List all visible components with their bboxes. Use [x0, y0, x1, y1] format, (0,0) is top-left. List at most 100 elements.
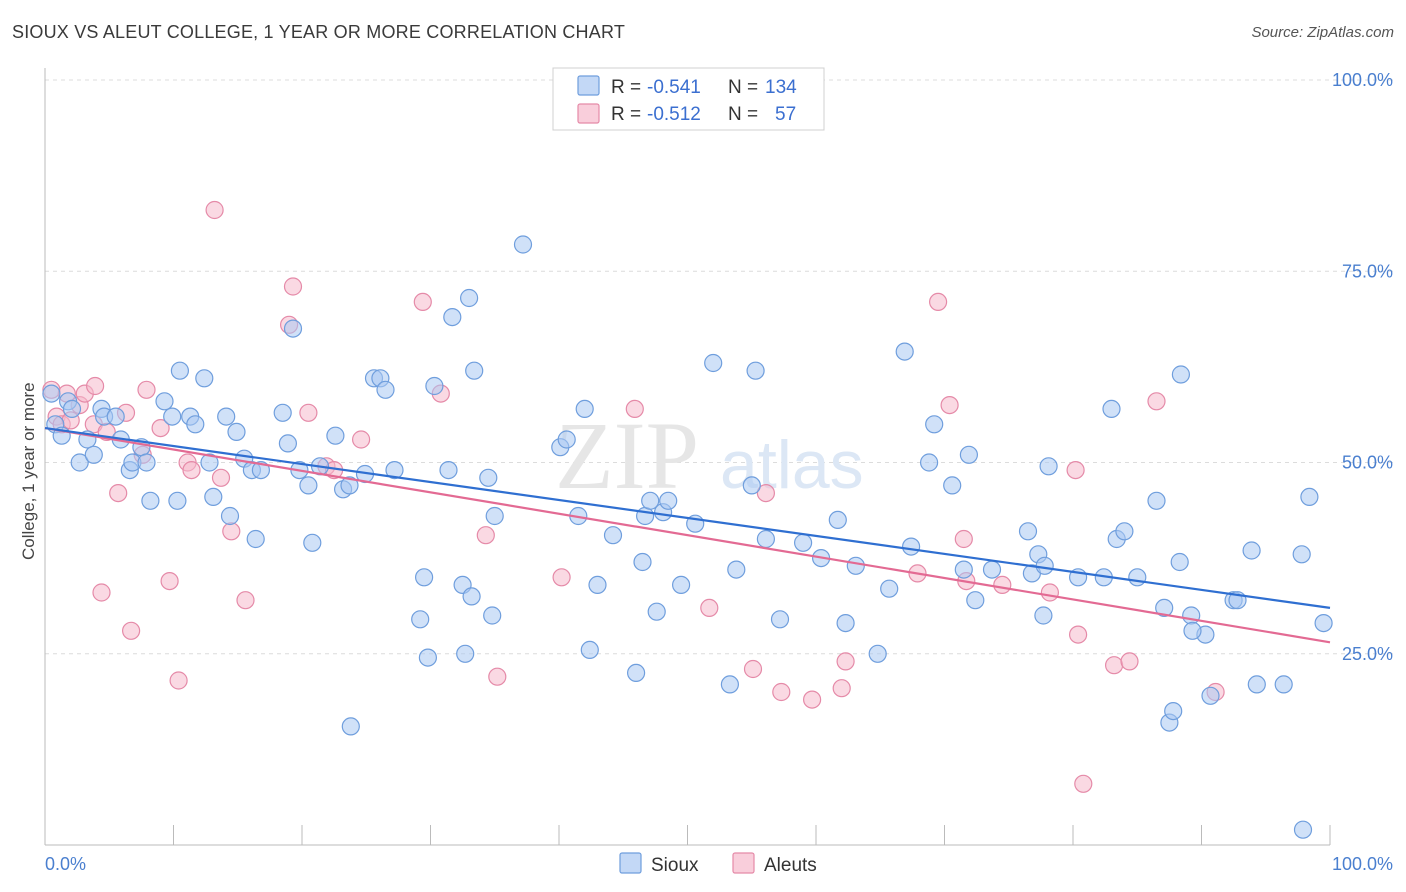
sioux-point: [70, 453, 89, 472]
x-tick-labels: 0.0% 100.0%: [45, 854, 1393, 874]
sioux-point: [1201, 686, 1220, 705]
sioux-point: [895, 342, 914, 361]
legend-label-sioux: Sioux: [651, 855, 699, 876]
sioux-point: [106, 407, 125, 426]
y-tick-label: 50.0%: [1342, 453, 1393, 473]
sioux-point: [84, 445, 103, 464]
aleuts-point: [832, 679, 851, 698]
aleuts-point: [160, 571, 179, 591]
sioux-point: [1147, 491, 1166, 510]
sioux-point: [756, 529, 776, 549]
sioux-point: [720, 675, 740, 694]
sioux-point: [1274, 675, 1293, 694]
legend-swatch-sioux: [577, 75, 600, 96]
aleuts-point: [1104, 656, 1124, 675]
x-tick-label: 0.0%: [45, 854, 86, 874]
aleuts-point: [1068, 625, 1088, 644]
sioux-point: [483, 606, 502, 625]
aleuts-point: [109, 484, 128, 503]
sioux-point: [1039, 457, 1058, 476]
legend-n-label: N =: [728, 77, 758, 98]
sioux-point: [919, 453, 939, 472]
sioux-point: [227, 422, 246, 441]
aleuts-point: [137, 380, 156, 399]
sioux-point: [456, 644, 475, 663]
sioux-point: [462, 587, 481, 606]
legend-swatch-aleuts: [577, 103, 600, 124]
sioux-point: [1102, 399, 1121, 418]
sioux-point: [982, 560, 1002, 579]
aleuts-point: [488, 667, 507, 686]
sioux-point: [580, 640, 599, 660]
aleuts-point: [211, 468, 231, 487]
sioux-point: [42, 384, 61, 403]
sioux-point: [1314, 613, 1333, 633]
sioux-point: [1115, 522, 1134, 541]
aleuts-point: [836, 652, 855, 671]
sioux-point: [557, 430, 576, 449]
sioux-point: [204, 487, 223, 506]
aleuts-point: [476, 526, 495, 545]
sioux-point: [704, 353, 723, 373]
legend-r-value-aleuts: -0.512: [647, 104, 701, 125]
aleuts-point: [802, 690, 822, 709]
sioux-point: [1035, 556, 1054, 575]
sioux-point: [1171, 365, 1191, 384]
sioux-point: [326, 426, 345, 445]
aleuts-point: [743, 659, 763, 679]
sioux-point: [479, 468, 498, 487]
watermark-zip: ZIP: [555, 402, 699, 509]
aleuts-point: [552, 568, 571, 587]
sioux-point: [901, 537, 921, 556]
sioux-point: [793, 533, 813, 552]
aleuts-point: [625, 399, 644, 418]
sioux-point: [671, 575, 691, 595]
aleuts-point: [122, 621, 141, 640]
sioux-point: [727, 560, 746, 579]
aleuts-point: [1066, 461, 1085, 480]
sioux-point: [746, 361, 765, 380]
y-tick-label: 75.0%: [1342, 261, 1393, 281]
aleuts-point: [993, 575, 1012, 595]
aleuts-point: [1074, 774, 1093, 793]
aleuts-point: [1120, 652, 1139, 671]
sioux-point: [376, 380, 395, 399]
sioux-point: [659, 491, 678, 510]
sioux-point: [966, 591, 985, 610]
sioux-point: [1164, 701, 1183, 721]
source-label: Source: ZipAtlas.com: [1251, 24, 1394, 41]
sioux-point: [1170, 552, 1189, 572]
sioux-point: [195, 369, 214, 388]
sioux-point: [168, 491, 187, 510]
legend-r-label: R =: [611, 77, 641, 98]
sioux-point: [1242, 541, 1261, 560]
chart-title: SIOUX VS ALEUT COLLEGE, 1 YEAR OR MORE C…: [12, 22, 626, 42]
legend-n-value-sioux: 134: [765, 77, 797, 98]
aleuts-point: [222, 522, 241, 541]
sioux-point: [846, 556, 865, 575]
sioux-point: [439, 461, 458, 480]
sioux-point: [1018, 522, 1038, 541]
sioux-point: [220, 506, 240, 526]
sioux-point: [443, 308, 462, 327]
y-tick-labels: 100.0% 75.0% 50.0% 25.0%: [1332, 70, 1393, 664]
watermark-atlas: atlas: [720, 427, 864, 503]
aleuts-point: [236, 591, 255, 610]
legend-r-label: R =: [611, 104, 641, 125]
sioux-point: [1128, 568, 1147, 587]
aleuts-points: [42, 200, 1225, 793]
sioux-point: [925, 415, 944, 434]
sioux-point: [575, 399, 594, 418]
sioux-point: [62, 399, 82, 418]
legend-r-value-sioux: -0.541: [647, 77, 701, 98]
aleuts-point: [299, 403, 318, 422]
y-axis-label: College, 1 year or more: [19, 382, 38, 560]
aleuts-point: [1040, 583, 1060, 602]
aleuts-point: [205, 200, 224, 220]
aleuts-point: [940, 396, 959, 415]
sioux-point: [141, 491, 160, 510]
watermark: ZIP atlas: [555, 402, 864, 509]
sioux-point: [1247, 675, 1266, 694]
sioux-point: [200, 453, 219, 472]
